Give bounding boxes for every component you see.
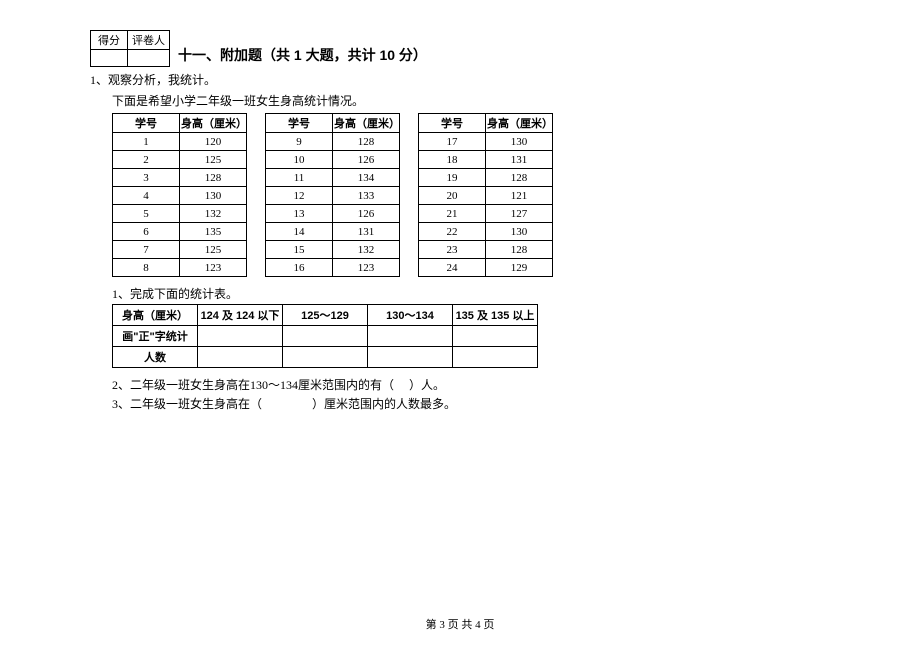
cell-h: 131 <box>333 223 400 241</box>
data-block-2: 学号身高（厘米） 9128 10126 11134 12133 13126 14… <box>265 113 400 277</box>
cell-h: 126 <box>333 151 400 169</box>
stat-blank <box>453 347 538 368</box>
cell-h: 134 <box>333 169 400 187</box>
cell-id: 20 <box>419 187 486 205</box>
section-title: 十一、附加题（共 1 大题，共计 10 分） <box>178 45 427 67</box>
grader-label: 评卷人 <box>128 31 170 50</box>
cell-id: 24 <box>419 259 486 277</box>
cell-id: 5 <box>113 205 180 223</box>
question-intro-1: 1、观察分析，我统计。 <box>90 71 830 88</box>
sub-question-1: 1、完成下面的统计表。 <box>112 285 830 302</box>
stat-head-3: 130～134 <box>368 305 453 326</box>
sub2-text-b: ）人。 <box>409 378 445 392</box>
cell-id: 1 <box>113 133 180 151</box>
cell-id: 10 <box>266 151 333 169</box>
stat-head-0: 身高（厘米） <box>113 305 198 326</box>
sub-question-3: 3、二年级一班女生身高在（ ）厘米范围内的人数最多。 <box>112 395 830 412</box>
cell-h: 132 <box>180 205 247 223</box>
cell-h: 126 <box>333 205 400 223</box>
cell-h: 121 <box>486 187 553 205</box>
cell-id: 17 <box>419 133 486 151</box>
cell-h: 133 <box>333 187 400 205</box>
stat-head-4: 135 及 135 以上 <box>453 305 538 326</box>
stat-table: 身高（厘米） 124 及 124 以下 125～129 130～134 135 … <box>112 304 538 368</box>
cell-id: 13 <box>266 205 333 223</box>
data-block-1: 学号身高（厘米） 1120 2125 3128 4130 5132 6135 7… <box>112 113 247 277</box>
cell-id: 9 <box>266 133 333 151</box>
sub3-text-b: ）厘米范围内的人数最多。 <box>312 397 456 411</box>
cell-id: 18 <box>419 151 486 169</box>
cell-id: 16 <box>266 259 333 277</box>
height-data-tables: 学号身高（厘米） 1120 2125 3128 4130 5132 6135 7… <box>112 113 830 277</box>
cell-h: 120 <box>180 133 247 151</box>
score-label: 得分 <box>91 31 128 50</box>
cell-h: 128 <box>486 241 553 259</box>
col-id: 学号 <box>113 114 180 133</box>
stat-blank <box>453 326 538 347</box>
col-height: 身高（厘米） <box>180 114 247 133</box>
cell-id: 7 <box>113 241 180 259</box>
cell-id: 2 <box>113 151 180 169</box>
data-block-3: 学号身高（厘米） 17130 18131 19128 20121 21127 2… <box>418 113 553 277</box>
sub-question-2: 2、二年级一班女生身高在130～134厘米范围内的有（ ）人。 <box>112 376 830 393</box>
score-header-row: 得分 评卷人 十一、附加题（共 1 大题，共计 10 分） <box>90 30 830 67</box>
cell-h: 129 <box>486 259 553 277</box>
stat-blank <box>283 326 368 347</box>
cell-h: 125 <box>180 241 247 259</box>
cell-id: 22 <box>419 223 486 241</box>
stat-blank <box>198 326 283 347</box>
sub2-text-a: 2、二年级一班女生身高在130～134厘米范围内的有（ <box>112 378 394 392</box>
cell-id: 3 <box>113 169 180 187</box>
score-table: 得分 评卷人 <box>90 30 170 67</box>
cell-h: 128 <box>333 133 400 151</box>
cell-h: 130 <box>486 133 553 151</box>
cell-h: 123 <box>333 259 400 277</box>
stat-head-1: 124 及 124 以下 <box>198 305 283 326</box>
cell-h: 130 <box>180 187 247 205</box>
blank-paren <box>394 378 409 392</box>
page-footer: 第 3 页 共 4 页 <box>0 616 920 632</box>
stat-blank <box>368 347 453 368</box>
cell-id: 12 <box>266 187 333 205</box>
cell-id: 15 <box>266 241 333 259</box>
stat-blank <box>283 347 368 368</box>
col-height: 身高（厘米） <box>333 114 400 133</box>
cell-id: 19 <box>419 169 486 187</box>
sub3-text-a: 3、二年级一班女生身高在（ <box>112 397 262 411</box>
stat-blank <box>198 347 283 368</box>
cell-h: 127 <box>486 205 553 223</box>
cell-h: 128 <box>180 169 247 187</box>
cell-id: 6 <box>113 223 180 241</box>
stat-head-2: 125～129 <box>283 305 368 326</box>
cell-h: 131 <box>486 151 553 169</box>
score-blank <box>91 50 128 67</box>
stat-blank <box>368 326 453 347</box>
stat-row2-label: 人数 <box>113 347 198 368</box>
grader-blank <box>128 50 170 67</box>
cell-h: 128 <box>486 169 553 187</box>
cell-h: 130 <box>486 223 553 241</box>
cell-h: 132 <box>333 241 400 259</box>
cell-h: 125 <box>180 151 247 169</box>
cell-h: 123 <box>180 259 247 277</box>
col-height: 身高（厘米） <box>486 114 553 133</box>
cell-id: 11 <box>266 169 333 187</box>
cell-id: 14 <box>266 223 333 241</box>
question-intro-2: 下面是希望小学二年级一班女生身高统计情况。 <box>112 92 830 109</box>
col-id: 学号 <box>266 114 333 133</box>
cell-id: 8 <box>113 259 180 277</box>
stat-row1-label: 画"正"字统计 <box>113 326 198 347</box>
col-id: 学号 <box>419 114 486 133</box>
cell-h: 135 <box>180 223 247 241</box>
blank-paren <box>262 397 312 411</box>
cell-id: 4 <box>113 187 180 205</box>
cell-id: 21 <box>419 205 486 223</box>
cell-id: 23 <box>419 241 486 259</box>
